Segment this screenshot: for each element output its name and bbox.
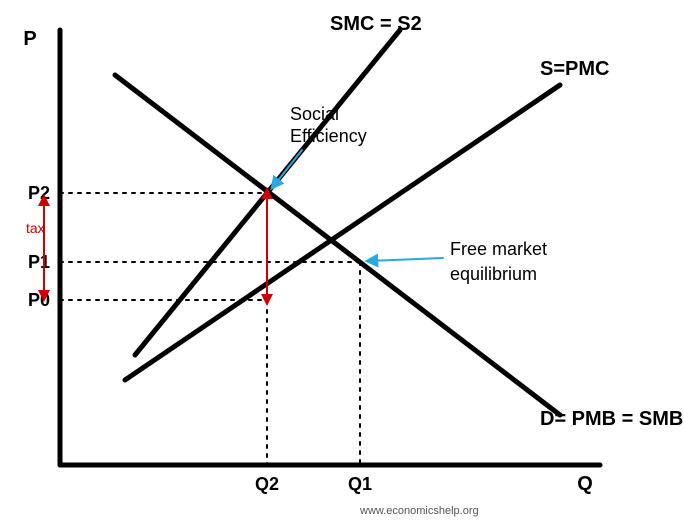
p0-label: P0: [28, 290, 50, 310]
free-market-text-1: Free market: [450, 239, 547, 259]
p1-label: P1: [28, 252, 50, 272]
social-efficiency-text-2: Efficiency: [290, 126, 367, 146]
x-axis-label: Q: [577, 473, 593, 495]
free-market-arrow: [367, 258, 443, 261]
diagram-svg: P Q D= PMB = SMB S=PMC SMC = S2 P2 P1 P0…: [0, 0, 684, 527]
social-efficiency-arrow: [272, 150, 302, 188]
social-efficiency-text-1: Social: [290, 104, 339, 124]
p2-label: P2: [28, 183, 50, 203]
demand-label: D= PMB = SMB: [540, 408, 683, 430]
supply-pmc-label: S=PMC: [540, 58, 609, 80]
supply-smc-label: SMC = S2: [330, 13, 422, 35]
credit-text: www.economicshelp.org: [359, 505, 479, 517]
y-axis-label: P: [23, 28, 36, 50]
free-market-text-2: equilibrium: [450, 264, 537, 284]
diagram-stage: P Q D= PMB = SMB S=PMC SMC = S2 P2 P1 P0…: [0, 0, 684, 527]
q1-label: Q1: [348, 474, 372, 494]
q2-label: Q2: [255, 474, 279, 494]
tax-label: tax: [26, 220, 45, 236]
